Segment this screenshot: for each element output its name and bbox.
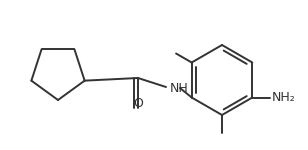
Text: NH₂: NH₂ <box>271 91 295 104</box>
Text: NH: NH <box>170 81 189 94</box>
Text: O: O <box>133 97 143 110</box>
